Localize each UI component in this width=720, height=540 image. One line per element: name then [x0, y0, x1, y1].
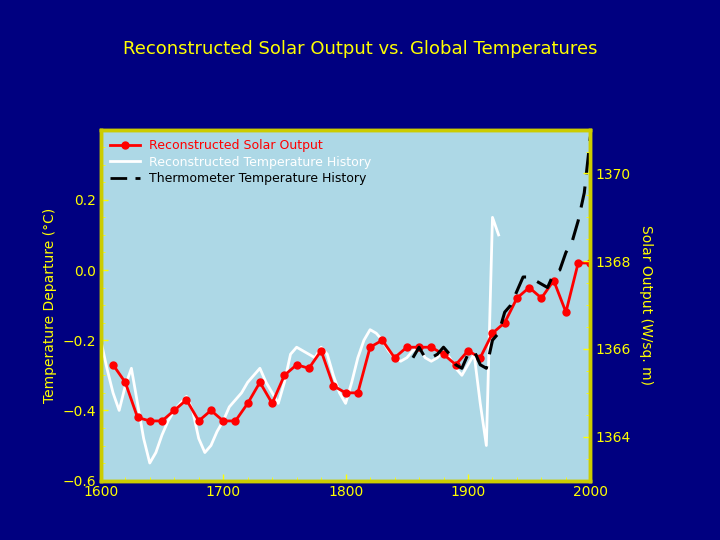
Legend: Reconstructed Solar Output, Reconstructed Temperature History, Thermometer Tempe: Reconstructed Solar Output, Reconstructe… — [107, 136, 375, 188]
Text: Reconstructed Solar Output vs. Global Temperatures: Reconstructed Solar Output vs. Global Te… — [122, 39, 598, 58]
Y-axis label: Solar Output (W/sq. m): Solar Output (W/sq. m) — [639, 225, 653, 385]
Y-axis label: Temperature Departure (°C): Temperature Departure (°C) — [42, 207, 57, 403]
